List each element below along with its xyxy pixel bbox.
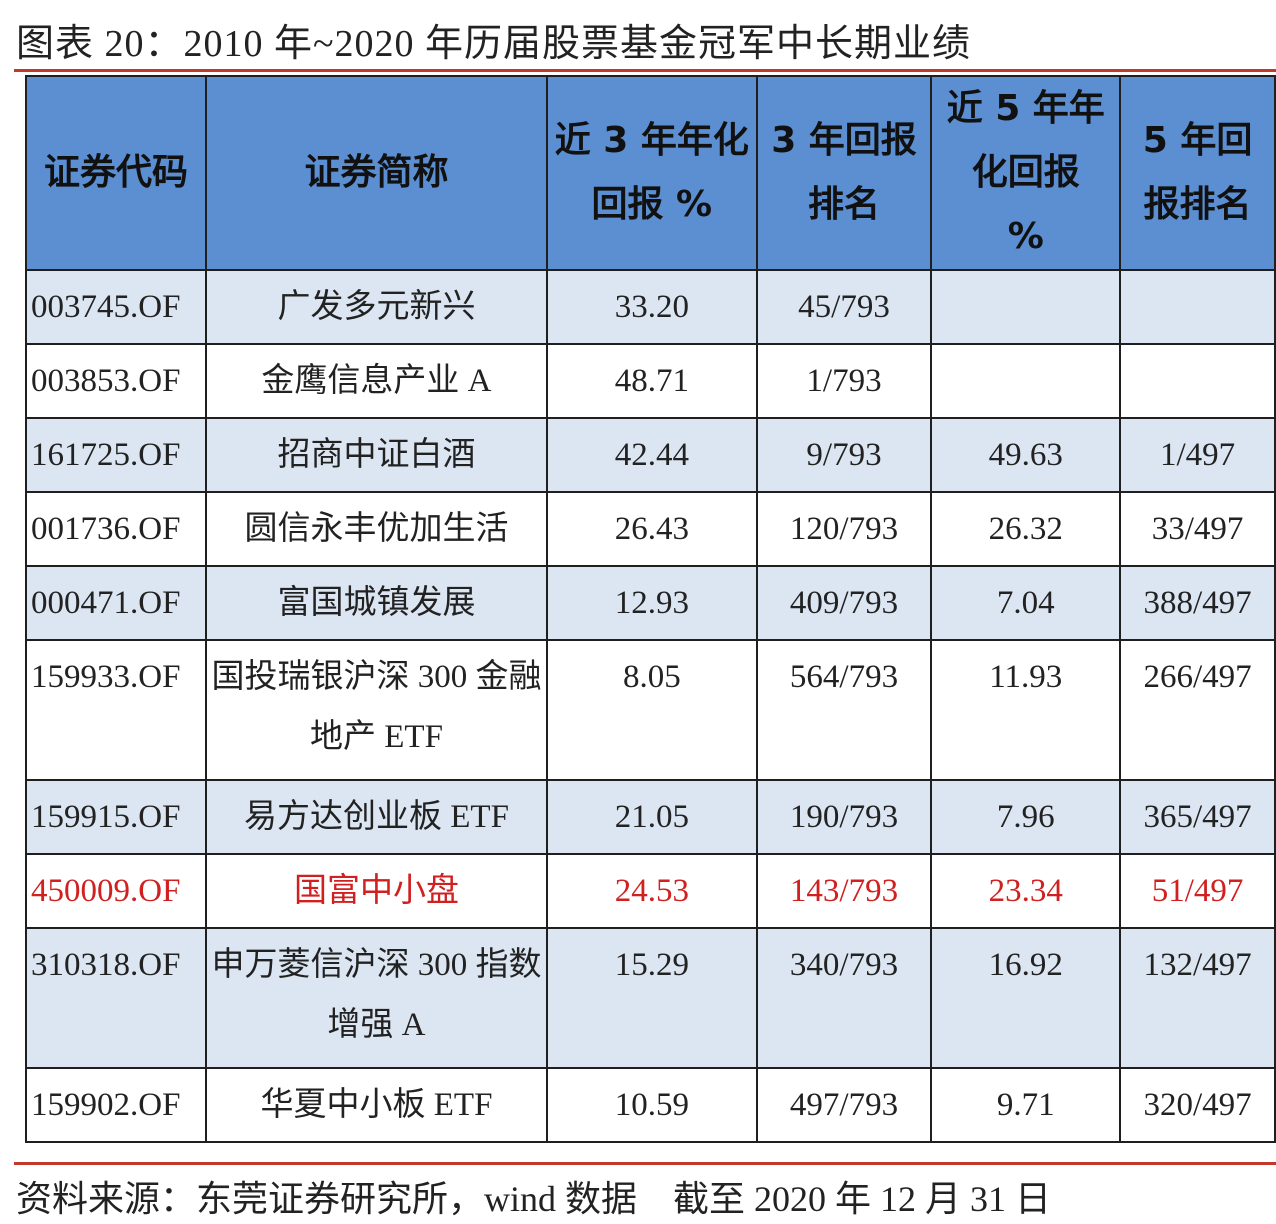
column-header: 5 年回报排名	[1119, 75, 1276, 271]
table-cell: 409/793	[755, 565, 933, 641]
column-header: 证券代码	[25, 75, 207, 271]
header-line: 排名	[808, 184, 881, 225]
header-line: 3 年回报	[771, 120, 917, 161]
table-cell: 24.53	[546, 853, 758, 929]
table-cell: 49.63	[930, 417, 1122, 493]
table-row: 003853.OF 金鹰信息产业 A 48.71 1/793	[25, 343, 1276, 419]
table-cell: 33.20	[546, 269, 758, 345]
table-cell: 132/497	[1119, 927, 1276, 1069]
column-header: 近 5 年年 化回报%	[930, 75, 1122, 271]
header-line: 5 年回	[1142, 120, 1253, 161]
table-cell: 7.04	[930, 565, 1122, 641]
table-cell: 国投瑞银沪深 300 金融地产 ETF	[204, 639, 549, 781]
table: 证券代码 证券简称近 3 年年化 回报 % 3 年回报 排名近 5 年年 化回报% 5 年回…	[25, 75, 1276, 1143]
table-cell: 365/497	[1119, 779, 1276, 855]
table-cell: 450009.OF	[25, 853, 207, 929]
table-cell: 9/793	[755, 417, 933, 493]
table-cell: 564/793	[755, 639, 933, 781]
header-line: 化回报	[971, 152, 1080, 193]
table-cell: 国富中小盘	[204, 853, 549, 929]
table-cell: 21.05	[546, 779, 758, 855]
table-row: 159915.OF 易方达创业板 ETF 21.05 190/793 7.96 365/4…	[25, 779, 1276, 855]
table-cell: 120/793	[755, 491, 933, 567]
table-cell: 33/497	[1119, 491, 1276, 567]
table-cell: 12.93	[546, 565, 758, 641]
header-line: 证券代码	[43, 152, 188, 193]
table-cell: 8.05	[546, 639, 758, 781]
table-row: 450009.OF 国富中小盘 24.53 143/793 23.34 51/497	[25, 853, 1276, 929]
table-row: 003745.OF 广发多元新兴 33.20 45/793	[25, 269, 1276, 345]
column-header: 证券简称	[204, 75, 549, 271]
table-row: 161725.OF 招商中证白酒 42.44 9/793 49.63 1/497	[25, 417, 1276, 493]
table-cell	[1119, 269, 1276, 345]
table-cell: 003745.OF	[25, 269, 207, 345]
table-cell: 340/793	[755, 927, 933, 1069]
table-cell: 7.96	[930, 779, 1122, 855]
table-cell: 159902.OF	[25, 1067, 207, 1143]
source-note: 资料来源：东莞证券研究所，wind 数据 截至 2020 年 12 月 31 日	[16, 1179, 1052, 1219]
table-row: 001736.OF 圆信永丰优加生活 26.43 120/793 26.32 33/497	[25, 491, 1276, 567]
table-cell: 143/793	[755, 853, 933, 929]
table-cell: 金鹰信息产业 A	[204, 343, 549, 419]
header-line: 证券简称	[304, 152, 449, 193]
table-cell: 11.93	[930, 639, 1122, 781]
table-cell: 1/497	[1119, 417, 1276, 493]
table-cell: 1/793	[755, 343, 933, 419]
header-line: %	[1007, 216, 1044, 257]
header-line: 近 5 年年	[946, 88, 1105, 129]
table-cell: 26.32	[930, 491, 1122, 567]
header-line: 报排名	[1143, 184, 1252, 225]
table-cell: 45/793	[755, 269, 933, 345]
table-cell: 广发多元新兴	[204, 269, 549, 345]
table-cell	[930, 343, 1122, 419]
table-cell: 001736.OF	[25, 491, 207, 567]
table-cell: 003853.OF	[25, 343, 207, 419]
table-cell: 320/497	[1119, 1067, 1276, 1143]
header-row: 证券代码 证券简称近 3 年年化 回报 % 3 年回报 排名近 5 年年 化回报% 5 年回…	[25, 75, 1276, 271]
table-cell: 华夏中小板 ETF	[204, 1067, 549, 1143]
column-header: 3 年回报排名	[755, 75, 933, 271]
header-line: 近 3 年年化	[554, 120, 749, 161]
table-cell: 000471.OF	[25, 565, 207, 641]
table-row: 310318.OF 申万菱信沪深 300 指数增强 A 15.29 340/793 16…	[25, 927, 1276, 1069]
header-line: 回报 %	[591, 184, 713, 225]
table-cell: 易方达创业板 ETF	[204, 779, 549, 855]
table-cell: 161725.OF	[25, 417, 207, 493]
table-cell: 15.29	[546, 927, 758, 1069]
table-cell: 16.92	[930, 927, 1122, 1069]
table-cell	[930, 269, 1122, 345]
table-body: 003745.OF 广发多元新兴 33.20 45/793 003853.OF 金鹰信息产…	[25, 269, 1276, 1143]
table-cell: 42.44	[546, 417, 758, 493]
table-cell: 10.59	[546, 1067, 758, 1143]
divider	[14, 1162, 1276, 1165]
table-cell: 266/497	[1119, 639, 1276, 781]
table-cell: 48.71	[546, 343, 758, 419]
table-cell: 310318.OF	[25, 927, 207, 1069]
table-cell: 159915.OF	[25, 779, 207, 855]
table-cell: 招商中证白酒	[204, 417, 549, 493]
column-header: 近 3 年年化 回报 %	[546, 75, 758, 271]
table-cell: 497/793	[755, 1067, 933, 1143]
table-cell: 26.43	[546, 491, 758, 567]
table-row: 000471.OF 富国城镇发展 12.93 409/793 7.04 388/497	[25, 565, 1276, 641]
table-cell	[1119, 343, 1276, 419]
table-cell: 51/497	[1119, 853, 1276, 929]
table-cell: 富国城镇发展	[204, 565, 549, 641]
table-cell: 159933.OF	[25, 639, 207, 781]
table-cell: 申万菱信沪深 300 指数增强 A	[204, 927, 549, 1069]
title: 图表 20：2010 年~2020 年历届股票基金冠军中长期业绩	[16, 23, 972, 65]
table-cell: 圆信永丰优加生活	[204, 491, 549, 567]
table-row: 159933.OF 国投瑞银沪深 300 金融地产 ETF 8.05 564/793 1…	[25, 639, 1276, 781]
table-cell: 9.71	[930, 1067, 1122, 1143]
table-cell: 23.34	[930, 853, 1122, 929]
divider	[14, 69, 1276, 72]
table-cell: 388/497	[1119, 565, 1276, 641]
table-row: 159902.OF 华夏中小板 ETF 10.59 497/793 9.71 320/49…	[25, 1067, 1276, 1143]
table-cell: 190/793	[755, 779, 933, 855]
